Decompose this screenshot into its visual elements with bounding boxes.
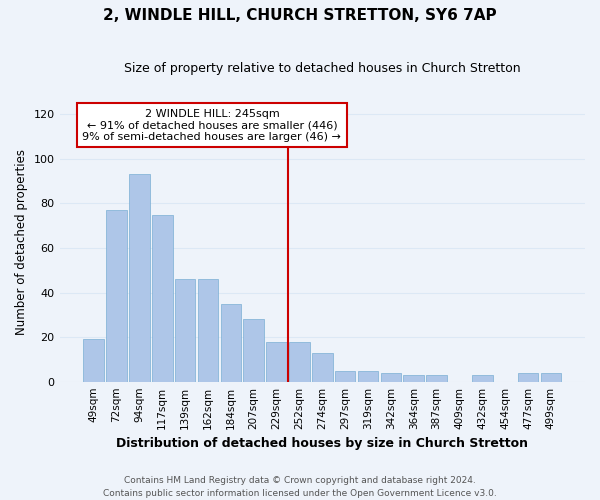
Bar [129, 174, 150, 382]
Text: 2 WINDLE HILL: 245sqm
← 91% of detached houses are smaller (446)
9% of semi-deta: 2 WINDLE HILL: 245sqm ← 91% of detached … [82, 108, 341, 142]
Bar [244, 320, 264, 382]
Y-axis label: Number of detached properties: Number of detached properties [15, 150, 28, 336]
Bar [83, 340, 104, 382]
Bar [106, 210, 127, 382]
Bar [358, 370, 378, 382]
Bar [380, 373, 401, 382]
Text: Contains HM Land Registry data © Crown copyright and database right 2024.
Contai: Contains HM Land Registry data © Crown c… [103, 476, 497, 498]
Bar [289, 342, 310, 382]
Bar [175, 279, 196, 382]
Text: 2, WINDLE HILL, CHURCH STRETTON, SY6 7AP: 2, WINDLE HILL, CHURCH STRETTON, SY6 7AP [103, 8, 497, 22]
Title: Size of property relative to detached houses in Church Stretton: Size of property relative to detached ho… [124, 62, 521, 76]
Bar [198, 279, 218, 382]
Bar [518, 373, 538, 382]
Bar [541, 373, 561, 382]
Bar [152, 214, 173, 382]
Bar [426, 375, 447, 382]
Bar [266, 342, 287, 382]
X-axis label: Distribution of detached houses by size in Church Stretton: Distribution of detached houses by size … [116, 437, 528, 450]
Bar [335, 370, 355, 382]
Bar [221, 304, 241, 382]
Bar [312, 352, 332, 382]
Bar [403, 375, 424, 382]
Bar [472, 375, 493, 382]
